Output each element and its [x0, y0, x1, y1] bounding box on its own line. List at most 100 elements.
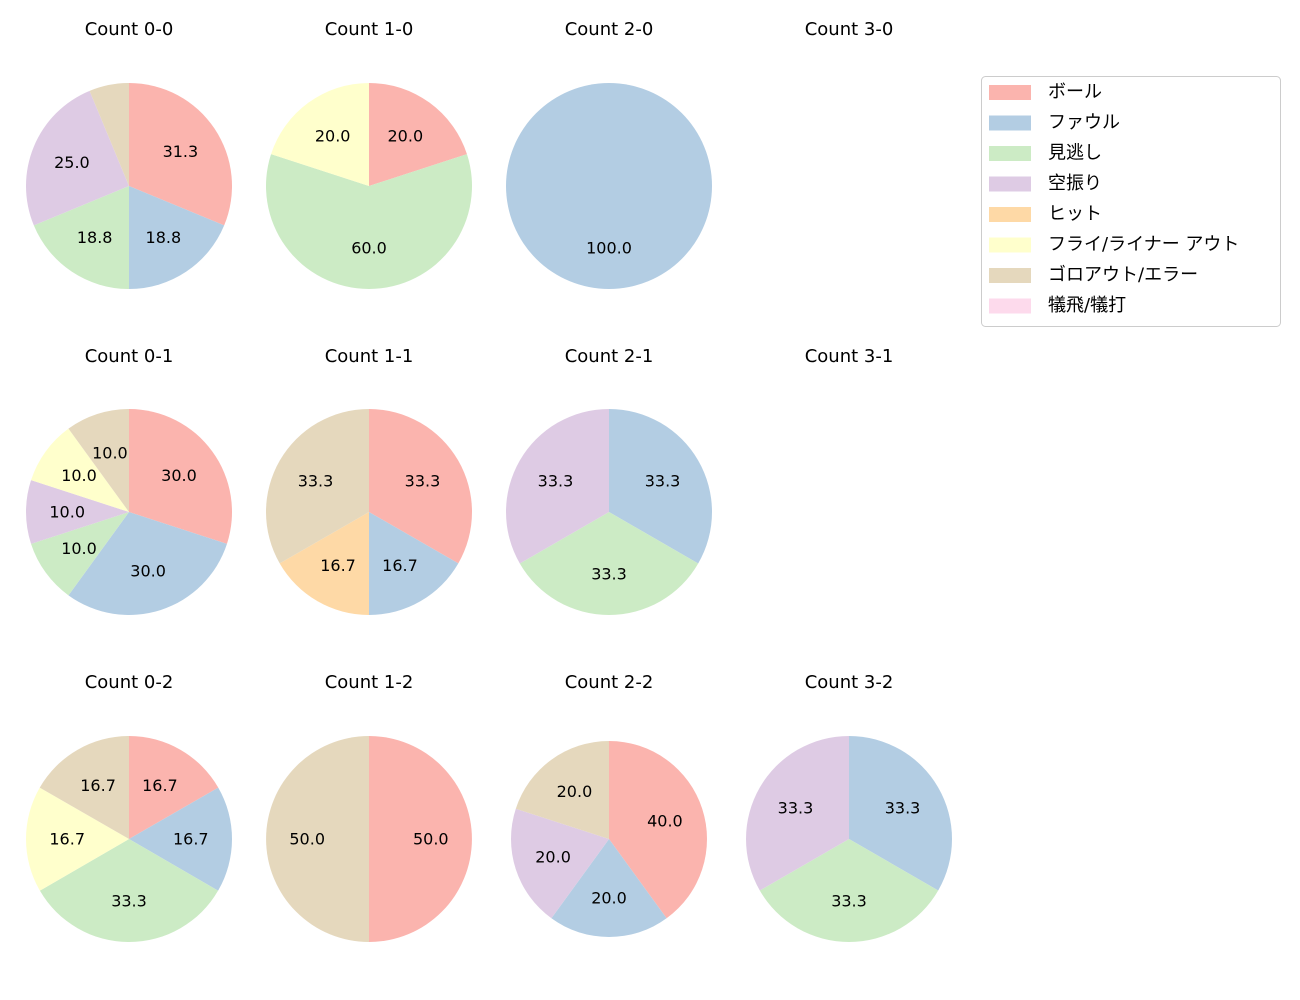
pie-slice-label: 40.0 — [647, 811, 683, 830]
pie-slice-label: 16.7 — [382, 556, 418, 575]
legend-swatch — [989, 146, 1031, 161]
pie-slice-label: 33.3 — [831, 891, 867, 910]
legend-label: 空振り — [1048, 173, 1102, 194]
pie-count-0-0: Count 0-0 31.3 18.8 18.8 25.0 — [25, 19, 232, 289]
pie-title: Count 0-2 — [85, 672, 174, 693]
pie-slice-label: 16.7 — [49, 830, 85, 849]
pie-slice-label: 33.3 — [645, 472, 681, 491]
pie-slice-label: 20.0 — [591, 888, 627, 907]
pie-slice — [129, 787, 232, 891]
pie-title: Count 1-0 — [325, 19, 414, 40]
pie-slice-label: 20.0 — [535, 848, 571, 867]
pie-slice — [266, 736, 369, 942]
pie-slice-label: 20.0 — [388, 127, 424, 146]
legend-swatch — [989, 115, 1031, 131]
pie-slice — [510, 808, 609, 919]
pie-slice — [129, 409, 232, 544]
pie-count-1-0: Count 1-0 20.0 60.0 20.0 — [266, 19, 472, 289]
pie-count-3-1: Count 3-1 — [805, 346, 894, 367]
pie-slice — [279, 512, 369, 615]
pie-count-2-1: Count 2-1 33.3 33.3 33.3 — [506, 346, 712, 615]
pie-slice — [271, 83, 369, 186]
legend-swatch — [989, 237, 1031, 253]
pie-title: Count 2-1 — [565, 346, 654, 367]
pie-slice — [519, 512, 699, 615]
pie-slice-label: 25.0 — [54, 153, 90, 172]
pie-slice-label: 33.3 — [111, 891, 147, 910]
pie-slice — [369, 409, 472, 564]
legend-label: ヒット — [1048, 204, 1102, 225]
pie-slice — [129, 83, 232, 226]
pie-title: Count 1-2 — [325, 672, 414, 693]
pie-slice-label: 30.0 — [161, 466, 197, 485]
pie-slice — [33, 186, 129, 289]
pie-slice-label: 33.3 — [591, 564, 627, 583]
pie-slice — [25, 90, 129, 226]
pie-slice-label: 16.7 — [142, 776, 178, 795]
pie-slice — [369, 512, 459, 615]
pie-title: Count 1-1 — [325, 346, 414, 367]
pie-slice — [25, 787, 129, 891]
pie-slice — [759, 839, 939, 942]
legend-label: 見逃し — [1048, 143, 1102, 164]
pie-slice — [26, 480, 130, 544]
pie-slice-label: 10.0 — [92, 444, 128, 463]
legend-label: ボール — [1048, 82, 1102, 103]
legend-label: ファウル — [1048, 112, 1120, 133]
pie-title: Count 3-0 — [805, 19, 894, 40]
pie-slice-label: 33.3 — [885, 799, 921, 818]
pie-slice-label: 16.7 — [80, 776, 116, 795]
pie-slice — [745, 736, 849, 891]
pie-count-0-1: Count 0-1 30.0 30.0 10.0 10.0 10.0 10.0 — [26, 346, 232, 615]
pie-slice-label: 18.8 — [77, 228, 113, 247]
legend-label: フライ/ライナー アウト — [1048, 234, 1239, 255]
pie-slice-label: 33.3 — [298, 472, 334, 491]
pie-title: Count 3-2 — [805, 672, 894, 693]
pie-title: Count 0-0 — [85, 19, 174, 40]
legend-label: ゴロアウト/エラー — [1048, 265, 1198, 286]
pie-slice — [129, 186, 225, 289]
pie-count-1-2: Count 1-2 50.0 50.0 — [266, 672, 472, 942]
pie-count-2-2: Count 2-2 40.0 20.0 20.0 20.0 — [510, 672, 707, 937]
pie-count-1-1: Count 1-1 33.3 16.7 16.7 33.3 — [266, 346, 472, 615]
pie-slice — [515, 741, 609, 839]
pie-slice — [506, 409, 609, 564]
pie-slice — [609, 741, 707, 919]
legend-swatch — [989, 268, 1031, 283]
pie-slice — [31, 428, 129, 512]
pie-slice — [266, 409, 369, 564]
legend-swatch — [989, 207, 1031, 222]
pie-slice — [39, 839, 219, 942]
pie-slice — [506, 83, 712, 289]
pie-slice — [68, 512, 227, 615]
pie-slice — [369, 83, 467, 186]
pie-title: Count 3-1 — [805, 346, 894, 367]
legend-frame — [981, 76, 1281, 327]
pie-slice-label: 100.0 — [586, 238, 632, 257]
legend-swatch — [989, 85, 1031, 100]
legend-label: 犠飛/犠打 — [1048, 295, 1126, 316]
pie-slice-label: 50.0 — [413, 830, 449, 849]
pie-slice-label: 50.0 — [289, 830, 325, 849]
pie-slice — [369, 736, 472, 942]
pie-slice — [31, 512, 129, 596]
pie-slice-label: 60.0 — [351, 238, 387, 257]
pie-slice-label: 30.0 — [130, 561, 166, 580]
legend-swatch — [989, 298, 1031, 314]
pie-slice-label: 33.3 — [405, 472, 441, 491]
pie-slice — [609, 409, 712, 564]
pie-title: Count 2-2 — [565, 672, 654, 693]
pie-count-2-0: Count 2-0 100.0 — [506, 19, 712, 289]
pie-slice-label: 10.0 — [61, 539, 97, 558]
pie-slice-label: 18.8 — [146, 228, 182, 247]
pie-title: Count 2-0 — [565, 19, 654, 40]
pie-title: Count 0-1 — [85, 346, 174, 367]
pie-slice-label: 20.0 — [557, 782, 593, 801]
pie-slice-label: 33.3 — [778, 799, 814, 818]
pie-slice-label: 16.7 — [320, 556, 356, 575]
pie-slice-label: 33.3 — [538, 472, 574, 491]
pie-count-3-0: Count 3-0 — [805, 19, 894, 40]
pie-slice — [89, 83, 129, 186]
